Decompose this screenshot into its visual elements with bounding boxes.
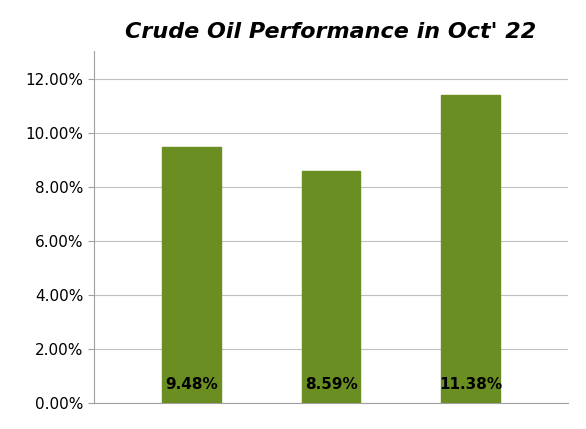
Text: 11.38%: 11.38% xyxy=(439,378,502,393)
Bar xyxy=(441,95,500,403)
Text: 9.48%: 9.48% xyxy=(165,378,218,393)
Bar xyxy=(162,147,221,403)
Bar xyxy=(302,171,360,403)
Title: Crude Oil Performance in Oct' 22: Crude Oil Performance in Oct' 22 xyxy=(125,21,537,42)
Text: 8.59%: 8.59% xyxy=(305,378,357,393)
